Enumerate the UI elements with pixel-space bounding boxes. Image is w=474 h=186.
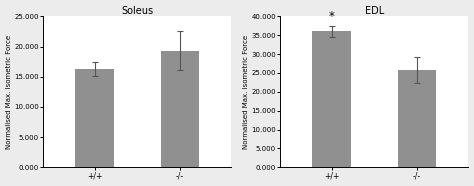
Y-axis label: Normalised Max. Isometric Force: Normalised Max. Isometric Force — [243, 35, 248, 149]
Y-axis label: Normalised Max. Isometric Force: Normalised Max. Isometric Force — [6, 35, 11, 149]
Text: *: * — [328, 10, 335, 23]
Bar — [398, 70, 437, 167]
Title: Soleus: Soleus — [121, 6, 154, 16]
Bar — [75, 69, 114, 167]
Bar — [161, 51, 200, 167]
Bar — [312, 31, 351, 167]
Title: EDL: EDL — [365, 6, 384, 16]
